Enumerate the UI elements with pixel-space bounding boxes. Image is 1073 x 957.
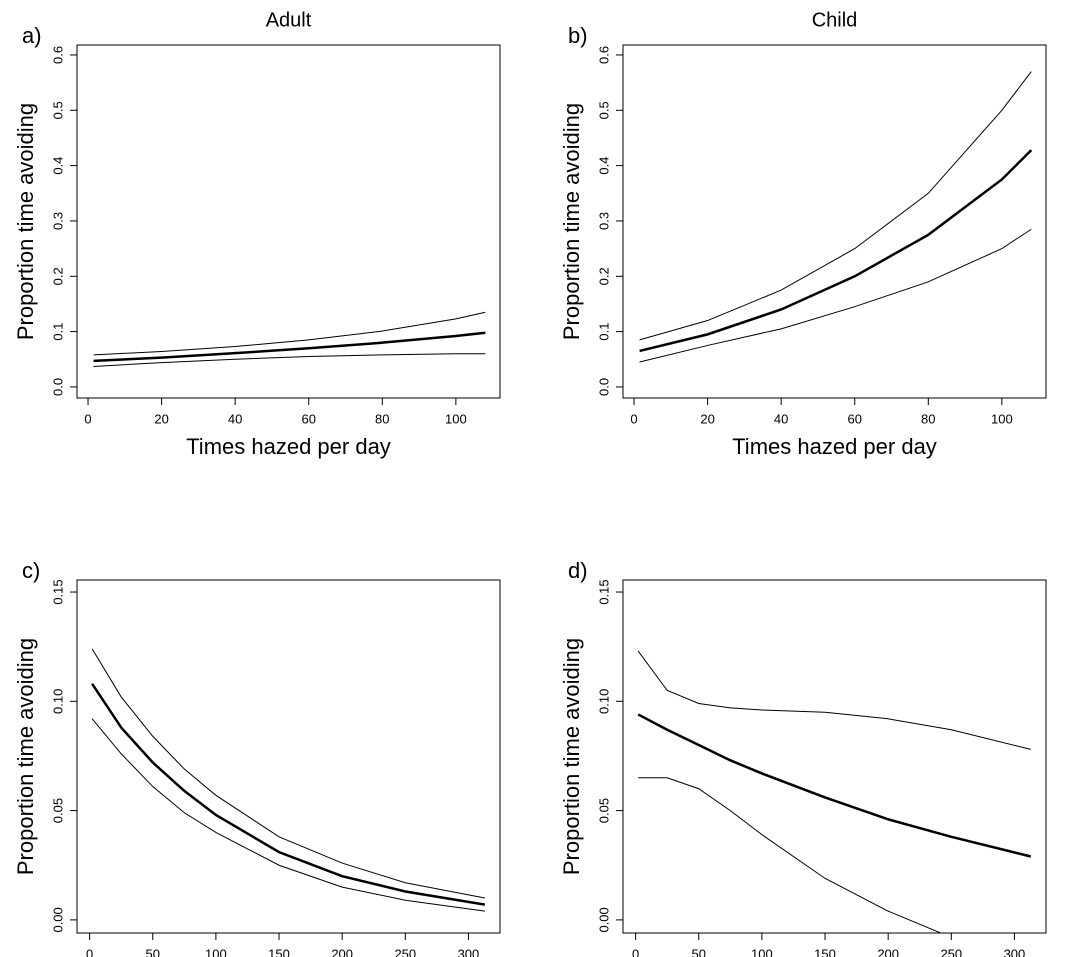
series-line (637, 713, 1032, 858)
x-tick-label: 60 (301, 411, 315, 426)
x-tick-label: 20 (700, 411, 714, 426)
plot-frame (622, 44, 1047, 399)
y-tick-label: 0.05 (50, 798, 65, 823)
plot-frame (76, 44, 501, 399)
y-tick-label: 0.10 (596, 689, 611, 714)
plot-frame (76, 579, 501, 934)
series-line (93, 331, 486, 363)
x-tick-label: 250 (394, 946, 416, 957)
y-tick-label: 0.5 (50, 101, 65, 119)
y-tick-label: 0.0 (596, 378, 611, 396)
panel: c)0501001502002503000.000.050.100.15Cumu… (13, 558, 501, 957)
y-tick-label: 0.5 (596, 101, 611, 119)
x-tick-label: 100 (991, 411, 1013, 426)
x-tick-label: 20 (154, 411, 168, 426)
series-line (638, 777, 943, 933)
y-tick-label: 0.05 (596, 798, 611, 823)
y-tick-label: 0.4 (596, 157, 611, 175)
x-tick-label: 50 (692, 946, 706, 957)
y-tick-label: 0.6 (50, 46, 65, 64)
series-line (91, 718, 485, 912)
x-tick-label: 0 (632, 946, 639, 957)
x-tick-label: 200 (331, 946, 353, 957)
panel-label: b) (568, 23, 588, 48)
series-line (91, 648, 485, 899)
y-axis-label: Proportion time avoiding (13, 638, 38, 875)
panel-label: d) (568, 558, 588, 583)
x-tick-label: 80 (921, 411, 935, 426)
series-line (637, 650, 1031, 750)
series-line (91, 683, 486, 906)
y-tick-label: 0.3 (50, 212, 65, 230)
x-axis-label: Times hazed per day (732, 434, 937, 459)
x-tick-label: 150 (814, 946, 836, 957)
y-axis-label: Proportion time avoiding (559, 103, 584, 340)
y-tick-label: 0.15 (50, 579, 65, 604)
y-tick-label: 0.15 (596, 579, 611, 604)
x-tick-label: 0 (630, 411, 637, 426)
x-tick-label: 60 (847, 411, 861, 426)
y-tick-label: 0.1 (596, 323, 611, 341)
x-tick-label: 200 (877, 946, 899, 957)
y-tick-label: 0.00 (50, 907, 65, 932)
x-tick-label: 300 (1004, 946, 1026, 957)
x-tick-label: 300 (458, 946, 480, 957)
series-line (93, 311, 486, 356)
x-tick-label: 0 (84, 411, 91, 426)
y-tick-label: 0.3 (596, 212, 611, 230)
x-axis-label: Times hazed per day (186, 434, 391, 459)
x-tick-label: 50 (146, 946, 160, 957)
x-tick-label: 40 (228, 411, 242, 426)
y-tick-label: 0.4 (50, 157, 65, 175)
y-tick-label: 0.1 (50, 323, 65, 341)
y-tick-label: 0.00 (596, 907, 611, 932)
x-tick-label: 100 (445, 411, 467, 426)
x-tick-label: 250 (940, 946, 962, 957)
x-tick-label: 100 (751, 946, 773, 957)
x-tick-label: 150 (268, 946, 290, 957)
x-tick-label: 80 (375, 411, 389, 426)
series-line (639, 228, 1032, 363)
y-tick-label: 0.6 (596, 46, 611, 64)
series-line (93, 353, 486, 367)
x-tick-label: 0 (86, 946, 93, 957)
y-tick-label: 0.2 (50, 267, 65, 285)
y-tick-label: 0.0 (50, 378, 65, 396)
series-line (639, 71, 1032, 341)
panel-label: a) (22, 23, 42, 48)
y-tick-label: 0.2 (596, 267, 611, 285)
plot-frame (622, 579, 1047, 934)
x-tick-label: 40 (774, 411, 788, 426)
panel: d)0501001502002503000.000.050.100.15Cumu… (559, 558, 1047, 957)
y-tick-label: 0.10 (50, 689, 65, 714)
y-axis-label: Proportion time avoiding (559, 638, 584, 875)
x-tick-label: 100 (205, 946, 227, 957)
column-title: Child (812, 9, 858, 31)
column-title: Adult (266, 9, 312, 31)
y-axis-label: Proportion time avoiding (13, 103, 38, 340)
series-line (639, 149, 1033, 353)
panel: b) Child 0 20 40 60 80 100 0.0 0.1 0.2 0.3 0.4 0.5 0.6… (559, 9, 1047, 459)
panel: a) Adult 0 20 40 60 80 100 0.0 0.1 0.2 0.3 0.4 0.5 0.6… (13, 9, 501, 459)
panel-label: c) (22, 558, 40, 583)
